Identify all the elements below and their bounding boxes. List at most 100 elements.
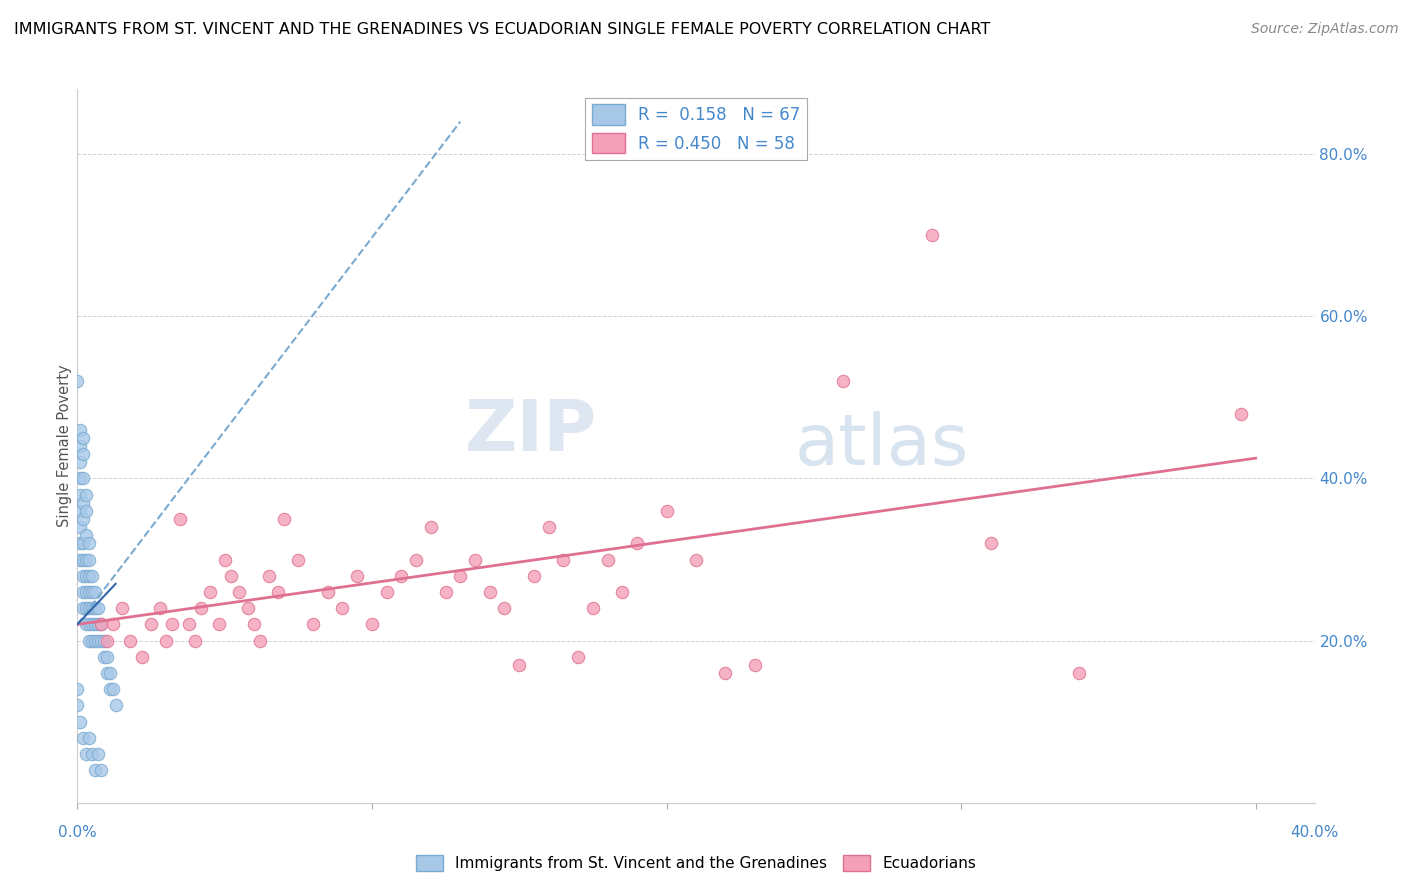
Point [69,455,91,469]
Point [96,666,118,681]
Point [464,552,486,566]
Point [72,496,94,510]
Point [87,633,110,648]
Point [478,585,501,599]
Text: 0.0%: 0.0% [58,825,97,840]
Point [612,585,634,599]
Point [69,552,91,566]
Point [84,601,107,615]
Point [69,714,91,729]
Point [832,374,855,388]
Point [921,228,943,243]
Point [361,617,384,632]
Point [84,633,107,648]
Point [626,536,648,550]
Point [75,617,97,632]
Point [87,617,110,632]
Point [184,633,207,648]
Point [84,585,107,599]
Point [75,528,97,542]
Point [80,633,103,648]
Point [84,764,107,778]
Point [228,585,250,599]
Point [567,649,589,664]
Text: Source: ZipAtlas.com: Source: ZipAtlas.com [1251,22,1399,37]
Point [302,617,325,632]
Point [69,520,91,534]
Text: IMMIGRANTS FROM ST. VINCENT AND THE GRENADINES VS ECUADORIAN SINGLE FEMALE POVER: IMMIGRANTS FROM ST. VINCENT AND THE GREN… [14,22,990,37]
Point [332,601,354,615]
Point [744,657,766,672]
Point [190,601,212,615]
Point [80,617,103,632]
Text: ZIP: ZIP [465,397,598,467]
Point [96,649,118,664]
Point [90,617,112,632]
Point [494,601,516,615]
Point [523,568,546,582]
Point [90,764,112,778]
Point [208,617,231,632]
Point [537,520,560,534]
Point [243,617,266,632]
Point [655,504,678,518]
Point [155,633,177,648]
Point [69,536,91,550]
Point [72,512,94,526]
Point [179,617,201,632]
Point [77,601,100,615]
Point [75,747,97,761]
Point [69,488,91,502]
Point [77,633,100,648]
Point [685,552,707,566]
Point [375,585,398,599]
Point [104,698,127,713]
Point [419,520,441,534]
Text: 40.0%: 40.0% [1291,825,1339,840]
Point [98,666,121,681]
Point [75,601,97,615]
Y-axis label: Single Female Poverty: Single Female Poverty [56,365,72,527]
Point [72,601,94,615]
Point [75,568,97,582]
Point [75,552,97,566]
Point [266,585,288,599]
Point [508,657,530,672]
Point [66,698,89,713]
Point [72,431,94,445]
Point [389,568,412,582]
Point [287,552,309,566]
Point [93,633,115,648]
Point [980,536,1002,550]
Point [72,536,94,550]
Point [238,601,260,615]
Text: atlas: atlas [794,411,969,481]
Point [101,617,124,632]
Point [1230,407,1253,421]
Point [72,585,94,599]
Point [69,504,91,518]
Point [169,512,191,526]
Point [77,552,100,566]
Point [72,731,94,745]
Point [80,585,103,599]
Point [96,633,118,648]
Point [75,488,97,502]
Point [1067,666,1090,681]
Point [69,471,91,485]
Point [131,649,153,664]
Point [405,552,427,566]
Point [90,633,112,648]
Point [160,617,183,632]
Point [714,666,737,681]
Point [77,568,100,582]
Point [87,601,110,615]
Point [77,731,100,745]
Legend: R =  0.158   N = 67, R = 0.450   N = 58: R = 0.158 N = 67, R = 0.450 N = 58 [585,97,807,160]
Point [80,747,103,761]
Point [84,617,107,632]
Point [72,447,94,461]
Point [101,682,124,697]
Point [69,439,91,453]
Point [110,601,132,615]
